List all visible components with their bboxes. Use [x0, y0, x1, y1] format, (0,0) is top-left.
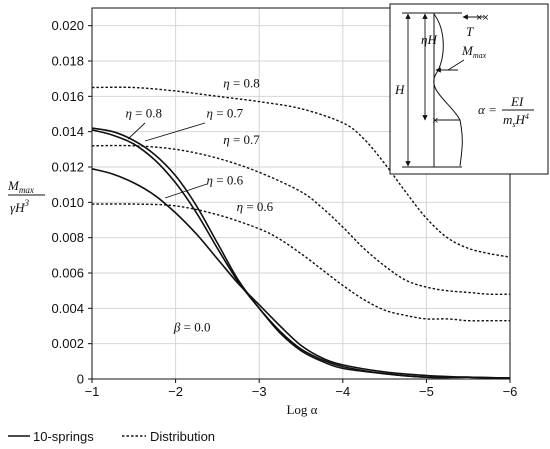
annotation-label: η = 0.8: [125, 106, 162, 121]
svg-text:Mmax: Mmax: [7, 178, 34, 195]
x-tick-label: −6: [503, 384, 518, 399]
svg-text:×: ×: [432, 115, 438, 127]
x-tick-label: −1: [85, 384, 100, 399]
x-tick-label: −5: [419, 384, 434, 399]
annotations: η = 0.8 η = 0.8 η = 0.7 η = 0.7 η = 0.6 η = 0…: [125, 76, 273, 335]
svg-text:α =: α =: [478, 102, 497, 117]
y-tick-label: 0.014: [51, 124, 84, 139]
x-tick-label: −3: [252, 384, 267, 399]
annotation-label: β = 0.0: [173, 319, 211, 334]
x-axis-label: Log α: [286, 402, 317, 417]
inset-diagram: H ηH × ×× T Mmax α = EI msH4: [389, 3, 549, 175]
y-tick-label: 0.012: [51, 160, 84, 175]
svg-text:H: H: [394, 82, 405, 97]
inset-frame: [389, 3, 549, 175]
y-tick-label: 0: [77, 372, 84, 387]
legend-dashed-label: Distribution: [150, 429, 215, 444]
svg-text:γH3: γH3: [10, 198, 30, 215]
annotation-label: η = 0.7: [207, 106, 244, 121]
moment-diagram: [433, 13, 463, 167]
x-tick-label: −4: [335, 384, 350, 399]
y-tick-label: 0.008: [51, 230, 84, 245]
y-tick-label: 0.006: [51, 266, 84, 281]
legend-solid-label: 10-springs: [33, 429, 94, 444]
svg-text:××: ××: [476, 12, 489, 24]
annotation-label: η = 0.6: [207, 173, 244, 188]
y-tick-label: 0.018: [51, 54, 84, 69]
svg-text:Mmax: Mmax: [461, 43, 487, 60]
series-solid-2: [91, 168, 511, 379]
series-dashed-3: [91, 86, 511, 258]
ticks: −1 −2 −3 −4 −5 −6 0 0.002 0.004 0.006 0.008 0.010 0.…: [51, 18, 517, 399]
y-tick-label: 0.010: [51, 195, 84, 210]
y-tick-label: 0.016: [51, 89, 84, 104]
svg-text:EI: EI: [510, 94, 524, 109]
annotation-label: η = 0.7: [223, 132, 260, 147]
annotation-label: η = 0.6: [237, 199, 274, 214]
y-tick-label: 0.004: [51, 301, 84, 316]
y-tick-label: 0.002: [51, 336, 84, 351]
plot-frame: [91, 7, 511, 380]
annotation-leaders: [127, 122, 208, 199]
series-layer: [91, 86, 511, 379]
series-dashed-4: [91, 144, 511, 296]
legend: 10-springs Distribution: [8, 429, 215, 444]
series-solid-1: [91, 129, 511, 379]
svg-text:T: T: [466, 24, 474, 39]
svg-text:ηH: ηH: [421, 32, 437, 47]
series-dashed-5: [91, 203, 510, 322]
y-tick-label: 0.020: [51, 18, 84, 33]
svg-text:msH4: msH4: [503, 112, 529, 129]
y-axis-label: Mmax γH3: [7, 178, 45, 215]
annotation-label: η = 0.8: [223, 76, 260, 91]
x-tick-label: −2: [168, 384, 183, 399]
